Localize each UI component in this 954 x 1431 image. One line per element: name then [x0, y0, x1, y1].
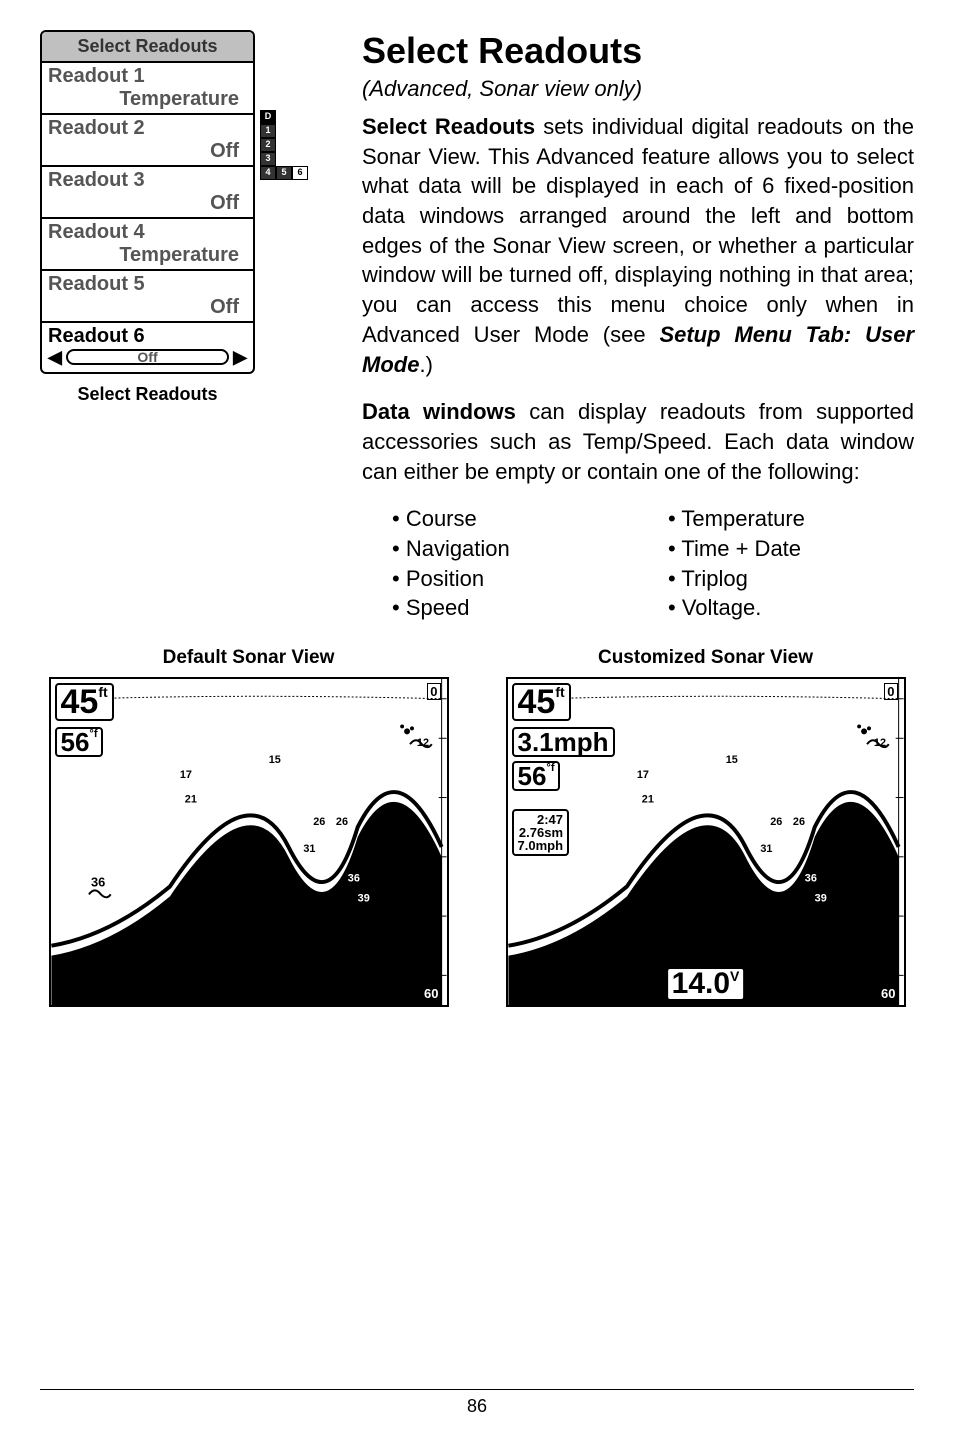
- svg-text:17: 17: [179, 769, 191, 781]
- right-arrow-icon[interactable]: ▶: [233, 348, 247, 366]
- paragraph-2: Data windows can display readouts from s…: [362, 397, 914, 486]
- bullet-list: • Course • Navigation • Position • Speed…: [362, 504, 914, 623]
- default-view-title: Default Sonar View: [49, 647, 449, 669]
- depth-readout: 45ft: [512, 683, 571, 721]
- svg-text:31: 31: [760, 843, 772, 855]
- speed-readout: 3.1mph: [512, 727, 615, 757]
- pos-cell: 4: [260, 166, 276, 180]
- page-footer: 86: [0, 1389, 954, 1417]
- pos-cell: D: [260, 110, 276, 124]
- bullet-item: • Course: [362, 504, 638, 534]
- page-title: Select Readouts: [362, 30, 914, 72]
- bullet-item: • Position: [362, 564, 638, 594]
- bullet-item: • Temperature: [638, 504, 914, 534]
- menu-item-readout-1[interactable]: Readout 1 Temperature: [42, 63, 253, 115]
- voltage-readout: 14.0V: [666, 967, 746, 1001]
- svg-text:36: 36: [804, 873, 816, 885]
- menu-item-value: Off: [48, 296, 247, 319]
- bullet-item: • Speed: [362, 593, 638, 623]
- page-subtitle: (Advanced, Sonar view only): [362, 76, 914, 102]
- menu-item-readout-2[interactable]: Readout 2 Off: [42, 115, 253, 167]
- pos-cell: 3: [260, 152, 276, 166]
- svg-text:26: 26: [770, 816, 782, 828]
- scale-bottom: 60: [422, 986, 440, 1001]
- menu-item-value: Off: [48, 140, 247, 163]
- default-sonar-view: 12 15 17 21 26 26 31 36 39 36 45ft: [49, 677, 449, 1007]
- scale-top: 0: [884, 683, 897, 700]
- pos-cell: 5: [276, 166, 292, 180]
- paragraph-1: Select Readouts sets individual digital …: [362, 112, 914, 379]
- position-diagram: D 1 2 3 4 5 6: [260, 110, 315, 180]
- svg-text:21: 21: [184, 793, 196, 805]
- sonar-chart: 12 15 17 21 26 26 31 36 39 36: [51, 679, 447, 1005]
- svg-text:36: 36: [347, 873, 359, 885]
- svg-text:17: 17: [636, 769, 648, 781]
- menu-item-readout-6[interactable]: Readout 6 ◀ Off ▶: [42, 323, 253, 372]
- bullet-item: • Voltage.: [638, 593, 914, 623]
- svg-text:36: 36: [90, 874, 104, 889]
- svg-text:15: 15: [725, 754, 737, 766]
- menu-item-label: Readout 1: [48, 65, 247, 88]
- menu-item-label: Readout 3: [48, 169, 247, 192]
- svg-text:26: 26: [335, 816, 347, 828]
- menu-item-label: Readout 5: [48, 273, 247, 296]
- menu-item-value: Temperature: [48, 88, 247, 111]
- svg-text:26: 26: [792, 816, 804, 828]
- menu-item-readout-4[interactable]: Readout 4 Temperature: [42, 219, 253, 271]
- svg-text:39: 39: [814, 892, 826, 904]
- menu-header: Select Readouts: [42, 32, 253, 63]
- bullet-item: • Time + Date: [638, 534, 914, 564]
- pos-cell: 1: [260, 124, 276, 138]
- svg-text:15: 15: [268, 754, 280, 766]
- menu-item-value: Temperature: [48, 244, 247, 267]
- temp-readout: 56°f: [55, 727, 104, 757]
- menu-item-readout-3[interactable]: Readout 3 Off: [42, 167, 253, 219]
- svg-text:26: 26: [313, 816, 325, 828]
- bullet-item: • Triplog: [638, 564, 914, 594]
- page-number: 86: [467, 1396, 487, 1416]
- menu-item-label: Readout 4: [48, 221, 247, 244]
- pos-cell: 6: [292, 166, 308, 180]
- svg-text:39: 39: [357, 892, 369, 904]
- svg-text:31: 31: [303, 843, 315, 855]
- slider-value[interactable]: Off: [66, 349, 229, 365]
- depth-readout: 45ft: [55, 683, 114, 721]
- svg-text:21: 21: [641, 793, 653, 805]
- menu-caption: Select Readouts: [40, 384, 255, 405]
- temp-readout: 56°f: [512, 761, 561, 791]
- left-arrow-icon[interactable]: ◀: [48, 348, 62, 366]
- menu-item-readout-5[interactable]: Readout 5 Off: [42, 271, 253, 323]
- pos-cell: 2: [260, 138, 276, 152]
- bullet-item: • Navigation: [362, 534, 638, 564]
- scale-bottom: 60: [879, 986, 897, 1001]
- triplog-readout: 2:47 2.76sm 7.0mph: [512, 809, 570, 856]
- menu-item-value: Off: [48, 192, 247, 215]
- custom-sonar-view: 12 15 17 21 26 26 31 36 39 45ft 3.1mph 5…: [506, 677, 906, 1007]
- menu-item-label: Readout 6: [48, 325, 247, 348]
- select-readouts-menu: Select Readouts Readout 1 Temperature Re…: [40, 30, 255, 374]
- menu-item-label: Readout 2: [48, 117, 247, 140]
- custom-view-title: Customized Sonar View: [506, 647, 906, 669]
- scale-top: 0: [427, 683, 440, 700]
